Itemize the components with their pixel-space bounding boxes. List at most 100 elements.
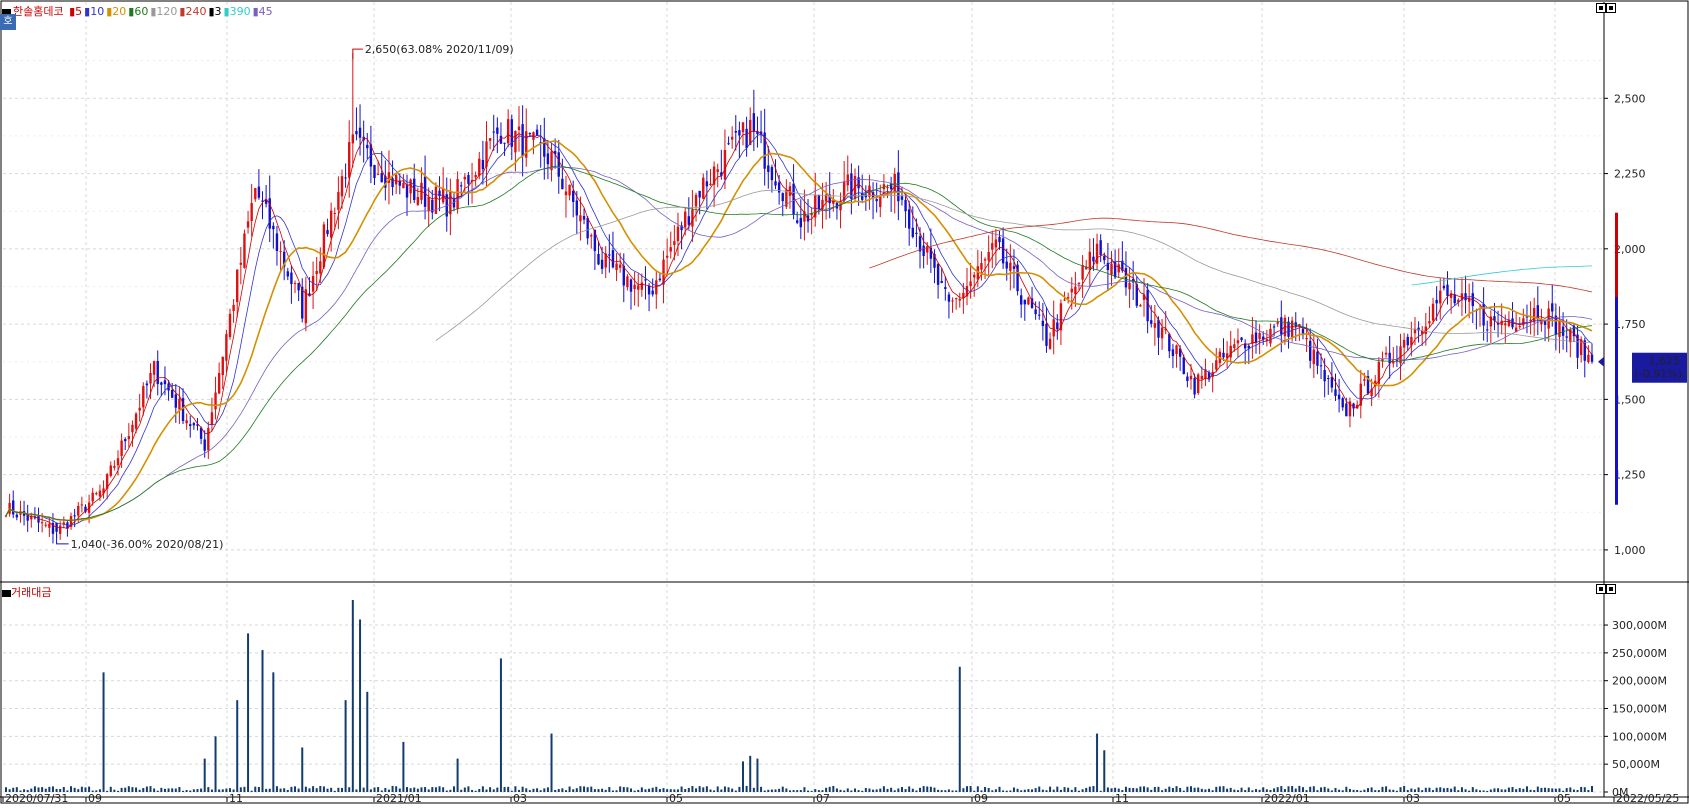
volume-bar (1500, 789, 1503, 792)
volume-bar (575, 788, 578, 792)
volume-bar (713, 790, 716, 792)
candle-body (832, 200, 835, 204)
volume-bar (611, 790, 614, 792)
volume-bar (872, 789, 875, 792)
volume-bar (687, 787, 690, 792)
candle-body (1150, 320, 1153, 324)
volume-bar (1265, 789, 1268, 792)
candle-body (1095, 243, 1099, 264)
volume-bar (73, 787, 76, 792)
volume-bar (655, 786, 658, 792)
current-price-change: (-0.91%) (1635, 368, 1683, 381)
price-panel-restore-button[interactable] (1596, 3, 1606, 13)
volume-bar (1262, 787, 1265, 792)
volume-bar (781, 786, 784, 792)
volume-bar (734, 790, 737, 792)
price-tick-label: 1,750 (1614, 318, 1646, 331)
volume-bar (882, 786, 885, 792)
candle-body (510, 119, 513, 147)
volume-bar (857, 790, 860, 792)
candle-body (980, 263, 983, 270)
volume-bar (601, 788, 604, 792)
candle-body (1417, 327, 1420, 331)
x-tick-label: 05 (1557, 792, 1571, 804)
volume-bar (1388, 789, 1391, 792)
candle-body (1204, 369, 1207, 379)
volume-bar (962, 788, 965, 792)
candle-body (1272, 326, 1276, 328)
high-annotation-leader (352, 48, 363, 60)
volume-bar (1460, 787, 1463, 792)
volume-bar (167, 788, 170, 792)
volume-bar (1403, 785, 1406, 792)
volume-bar (351, 600, 354, 792)
candle-body (120, 440, 123, 456)
candle-body (521, 124, 524, 157)
volume-bar (684, 789, 687, 792)
candle-body (1554, 315, 1558, 335)
volume-bar (23, 789, 26, 792)
volume-bar (1572, 789, 1575, 792)
volume-bar (1580, 786, 1583, 792)
volume-panel-restore-button[interactable] (1596, 584, 1606, 594)
volume-bar (348, 787, 351, 792)
volume-panel-close-button[interactable] (1606, 584, 1616, 594)
candle-body (142, 386, 145, 408)
volume-bar (1222, 786, 1225, 792)
volume-bar (680, 786, 683, 792)
candle-body (640, 282, 644, 290)
volume-bar (644, 789, 647, 792)
volume-bar (814, 789, 817, 792)
candle-body (944, 287, 947, 289)
x-tick-label: 09 (974, 792, 988, 804)
candle-body (853, 175, 857, 199)
volume-bar (1135, 788, 1138, 792)
volume-bar (875, 789, 878, 792)
volume-bar (637, 789, 640, 792)
volume-bar (254, 786, 257, 792)
volume-bar (742, 761, 745, 792)
candle-body (1384, 352, 1388, 355)
candle-body (427, 197, 430, 212)
volume-bar (572, 789, 575, 792)
candle-body (1330, 377, 1334, 388)
volume-bar (33, 786, 36, 792)
volume-bar (1233, 789, 1236, 792)
volume-bar (1479, 790, 1482, 792)
volume-bar (1294, 788, 1297, 792)
candle-body (720, 172, 723, 176)
candle-body (456, 179, 459, 210)
candle-body (886, 186, 889, 189)
candle-body (803, 211, 806, 222)
candle-body (329, 210, 333, 238)
candle-body (391, 178, 394, 188)
candle-body (1504, 323, 1507, 326)
candle-body (546, 153, 550, 165)
volume-bar (1179, 787, 1182, 792)
volume-bar (723, 786, 726, 792)
candle-body (600, 259, 604, 269)
candle-body (145, 383, 149, 386)
candle-body (929, 247, 933, 259)
price-panel-close-button[interactable] (1606, 3, 1616, 13)
candle-body (644, 279, 647, 281)
candle-body (965, 285, 969, 297)
candle-body (1301, 328, 1305, 335)
volume-title: 거래대금 (11, 586, 52, 599)
candle-body (98, 490, 102, 497)
candle-body (741, 122, 745, 133)
side-tab[interactable]: 호 (0, 14, 16, 30)
candle-body (1070, 288, 1073, 293)
candle-body (1052, 319, 1055, 337)
volume-bar (1457, 790, 1460, 792)
volume-bar (247, 633, 250, 792)
candle-body (889, 183, 893, 190)
x-tick-label: 03 (1406, 792, 1420, 804)
x-tick-label: 11 (229, 792, 243, 804)
candle-body (170, 389, 174, 398)
volume-bar (597, 789, 600, 792)
candle-body (15, 514, 19, 518)
candle-body (647, 285, 651, 295)
volume-bar (275, 786, 278, 792)
volume-bar (1077, 790, 1080, 792)
